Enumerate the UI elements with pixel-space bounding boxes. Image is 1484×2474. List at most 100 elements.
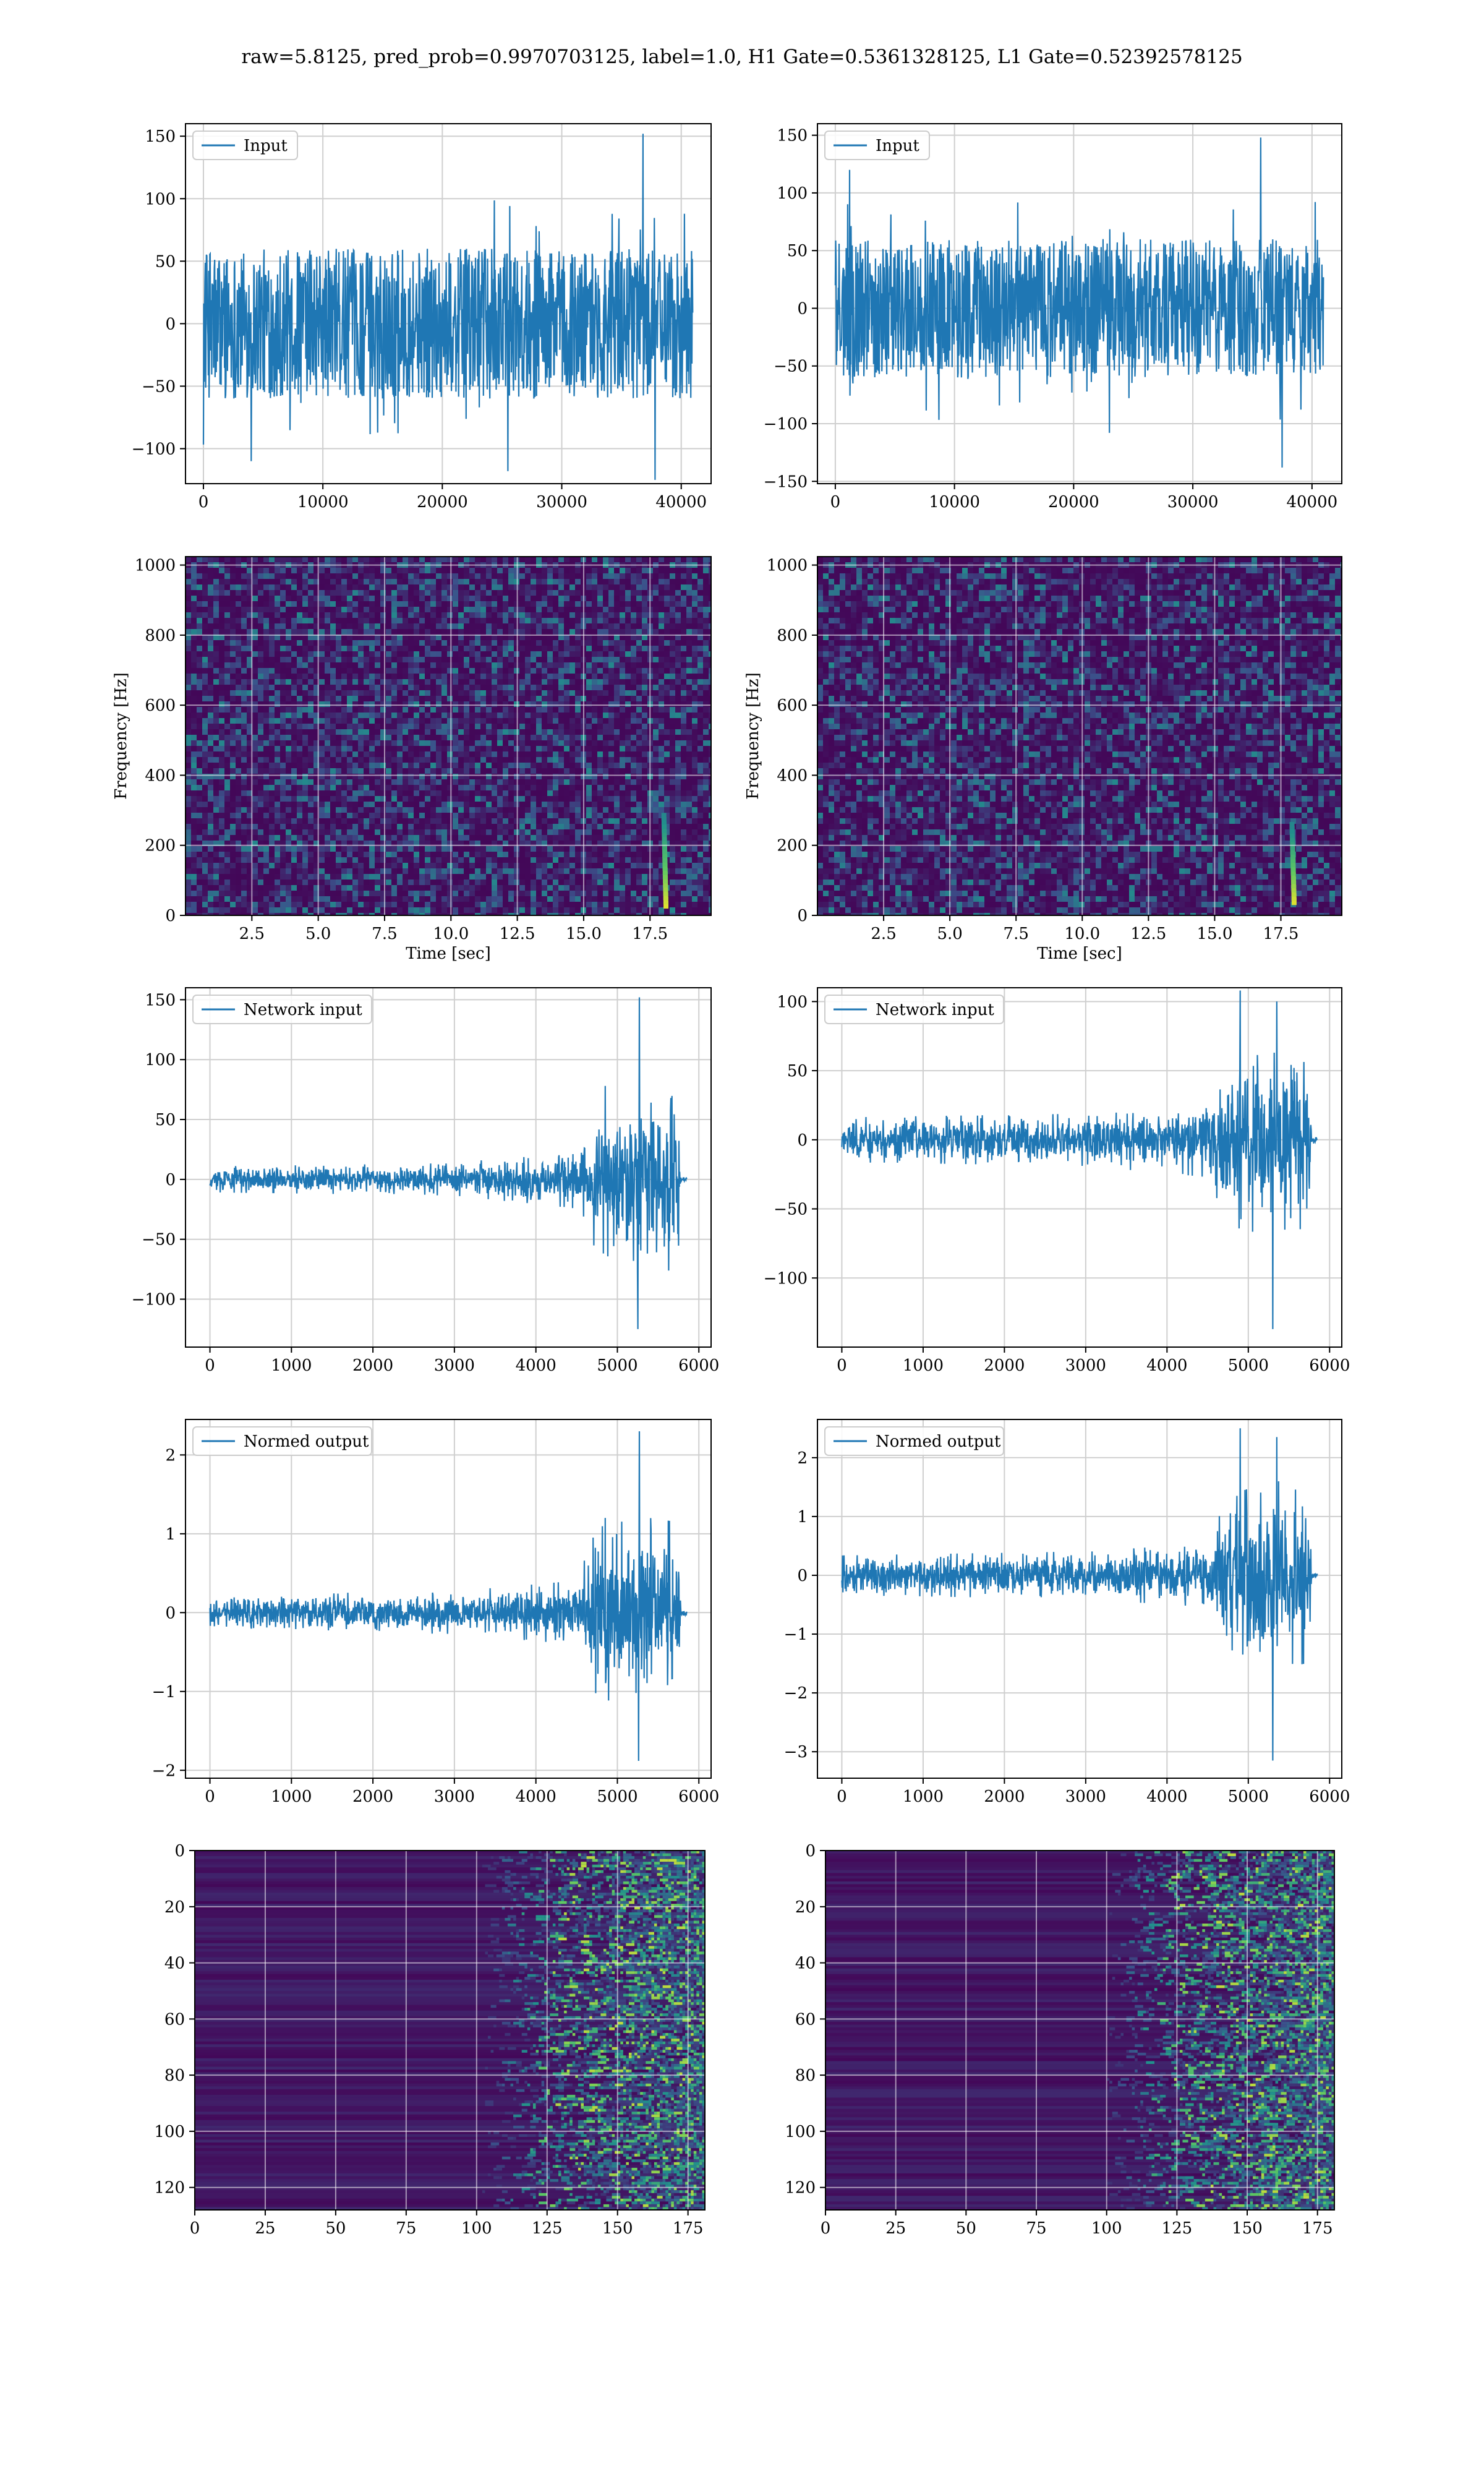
x-tick-label: 100 (1091, 2219, 1122, 2238)
legend-label: Network input (876, 1001, 994, 1019)
chirp-cell (663, 897, 668, 905)
legend-label: Network input (244, 1001, 362, 1019)
x-tick-label: 50 (325, 2219, 346, 2238)
x-tick-label: 0 (198, 493, 209, 511)
x-tick-label: 2.5 (871, 925, 896, 943)
y-tick-label: 600 (145, 696, 176, 715)
x-tick-label: 5000 (597, 1356, 638, 1375)
y-tick-label: −50 (774, 357, 808, 376)
y-tick-label: −2 (152, 1761, 176, 1780)
y-tick-label: 50 (155, 1111, 176, 1129)
panel-2: 0 10000 20000 30000 40000 −150 −100 −50 0 50 100 15… (764, 123, 1342, 511)
y-tick-label: −50 (142, 1231, 176, 1249)
y-tick-label: 150 (777, 127, 808, 145)
chirp-cell (662, 821, 667, 829)
y-tick-label: 150 (145, 127, 176, 146)
legend: Input (824, 131, 930, 160)
x-tick-label: 50 (956, 2219, 976, 2238)
x-tick-label: 175 (1302, 2219, 1333, 2238)
panel-10: 0 25 50 75 100 125 150 175 0 20 40 60 80 100 120 (785, 1842, 1335, 2238)
axes-frame (817, 123, 1342, 484)
x-tick-label: 0 (837, 1787, 847, 1806)
axes-frame (825, 1850, 1335, 2211)
chirp-cell (1290, 834, 1295, 842)
chirp-cell (1290, 876, 1296, 884)
chirp-cell (663, 892, 668, 901)
series-line-1 (209, 997, 688, 1329)
y-axis-label: Frequency [Hz] (112, 672, 130, 800)
chirp-cell (1291, 881, 1297, 889)
chirp-cell (1291, 897, 1297, 905)
chirp-cell (661, 817, 667, 825)
axes-frame (185, 987, 712, 1348)
x-tick-label: 15.0 (1196, 925, 1232, 943)
y-tick-label: 100 (785, 2123, 816, 2141)
heatmap-image (186, 557, 711, 915)
gridlines (817, 988, 1342, 1347)
y-tick-label: 150 (145, 991, 176, 1009)
x-tick-label: 25 (885, 2219, 906, 2238)
x-tick-label: 4000 (516, 1356, 556, 1375)
axes-frame (817, 556, 1342, 916)
y-tick-label: 800 (145, 627, 176, 645)
x-tick-label: 2000 (984, 1356, 1025, 1375)
chirp-cell (663, 880, 668, 888)
x-tick-label: 1000 (271, 1356, 312, 1375)
chirp-cell (1290, 860, 1296, 868)
x-tick-label: 7.5 (372, 925, 397, 943)
x-tick-label: 0 (190, 2219, 200, 2238)
panel-3: 2.5 5.0 7.5 10.0 12.5 15.0 17.5 0 200 400 600 800 10… (112, 556, 712, 963)
chirp-cell (1290, 839, 1295, 847)
y-tick-label: 50 (155, 252, 176, 271)
x-tick-label: 2000 (352, 1356, 393, 1375)
x-tick-label: 6000 (678, 1787, 719, 1806)
y-tick-label: 100 (145, 1051, 176, 1069)
chirp-cell (1289, 822, 1295, 829)
series-line-1 (841, 990, 1318, 1329)
y-tick-label: 0 (805, 1842, 816, 1860)
y-tick-label: 40 (795, 1954, 816, 1973)
x-tick-label: 5000 (597, 1787, 638, 1806)
panel-5: 0 1000 2000 3000 4000 5000 6000 −100 −50 0 50 100 15… (132, 987, 719, 1375)
series-line-1 (841, 1428, 1318, 1761)
heatmap-image (195, 1851, 705, 2210)
legend: Network input (824, 995, 1004, 1024)
x-tick-label: 25 (255, 2219, 275, 2238)
x-tick-label: 3000 (434, 1787, 475, 1806)
panel-9: 0 25 50 75 100 125 150 175 0 20 40 60 80 100 120 (154, 1842, 706, 2238)
chirp-cell (1290, 872, 1296, 880)
chirp-cell (1290, 868, 1296, 876)
axes-frame (185, 123, 712, 484)
axes-frame (185, 556, 712, 916)
y-tick-label: 1 (165, 1525, 176, 1544)
x-tick-label: 100 (461, 2219, 492, 2238)
x-tick-label: 0 (821, 2219, 831, 2238)
gridlines (817, 557, 1342, 915)
x-tick-label: 3000 (434, 1356, 475, 1375)
x-tick-label: 20000 (417, 493, 468, 511)
y-axis-label: Frequency [Hz] (744, 672, 762, 800)
x-tick-label: 0 (830, 493, 841, 511)
x-tick-label: 0 (205, 1356, 215, 1375)
y-tick-label: −100 (132, 1291, 176, 1309)
panel-7: 0 1000 2000 3000 4000 5000 6000 −2 −1 0 1 2 Normed o… (152, 1419, 719, 1806)
chirp-cell (662, 867, 668, 875)
y-tick-label: −50 (774, 1201, 808, 1219)
chirp-cell (662, 871, 668, 880)
y-tick-label: 50 (787, 242, 808, 260)
gridlines (195, 1851, 705, 2210)
y-tick-label: 0 (797, 299, 808, 318)
y-tick-label: −100 (132, 440, 176, 458)
y-tick-label: 600 (777, 696, 808, 715)
y-tick-label: 1000 (767, 557, 808, 575)
y-tick-label: 20 (795, 1898, 816, 1917)
y-tick-label: 120 (785, 2179, 816, 2198)
x-tick-label: 15.0 (566, 925, 602, 943)
x-tick-label: 2000 (352, 1787, 393, 1806)
y-tick-label: 20 (164, 1898, 185, 1917)
x-tick-label: 1000 (903, 1787, 944, 1806)
x-tick-label: 5.0 (305, 925, 331, 943)
chirp-cell (661, 813, 667, 821)
legend-label: Input (244, 137, 288, 155)
x-tick-label: 10.0 (1064, 925, 1100, 943)
